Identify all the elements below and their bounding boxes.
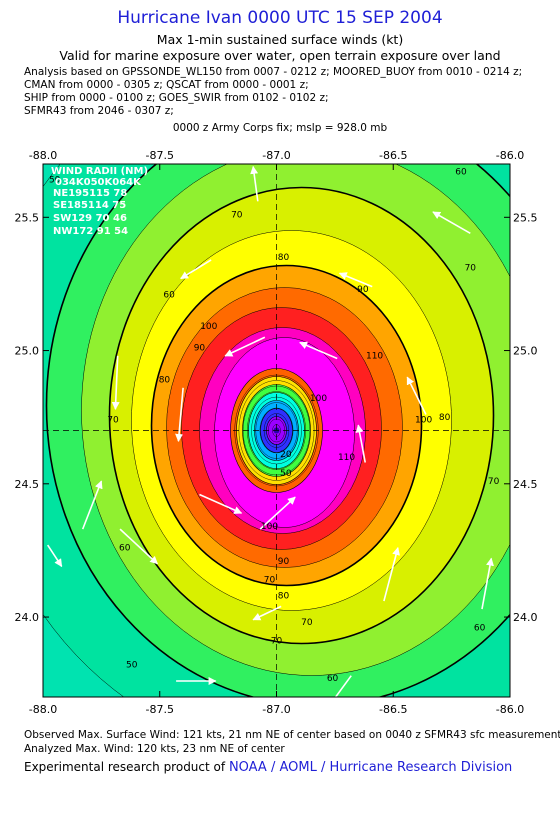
contour-label: 50 — [280, 469, 292, 479]
wind-radii-header: 034K050K064K — [55, 177, 142, 188]
x-tick-label: -87.5 — [146, 703, 174, 716]
y-tick-label: 25.0 — [15, 345, 40, 358]
y-tick-label: 24.5 — [15, 478, 40, 491]
analysis-source-line: SHIP from 0000 - 0100 z; GOES_SWIR from … — [24, 92, 329, 104]
contour-label: 80 — [159, 376, 171, 386]
wind-vector — [355, 424, 367, 463]
contour-label: 80 — [278, 253, 290, 263]
contour-label: 20 — [280, 450, 292, 460]
x-tick-label: -88.0 — [29, 149, 57, 162]
wind-vector — [175, 387, 184, 442]
wind-vector — [334, 675, 352, 697]
contour-label: 80 — [278, 591, 290, 601]
credit-prefix: Experimental research product of — [24, 760, 226, 774]
contour-label: 60 — [474, 623, 486, 633]
observed-max-wind: Observed Max. Surface Wind: 121 kts, 21 … — [24, 729, 560, 741]
wind-vector — [259, 496, 296, 530]
contour-label: 90 — [357, 285, 369, 295]
center-fix-note: 0000 z Army Corps fix; mslp = 928.0 mb — [172, 122, 388, 134]
contour-label: 60 — [119, 543, 131, 553]
wind-vector — [406, 376, 427, 415]
analysis-source-line: Analysis based on GPSSONDE_WL150 from 00… — [24, 66, 523, 78]
contour-label: 80 — [439, 413, 451, 423]
wind-vector — [224, 336, 266, 357]
x-tick-label: -86.5 — [379, 149, 407, 162]
wind-vector — [47, 544, 63, 568]
y-tick-label: 24.0 — [513, 611, 538, 624]
wind-vector — [481, 557, 494, 610]
wind-radii-table: WIND RADII (NM) 034K050K064K NE195115 78… — [51, 166, 148, 237]
organization-link[interactable]: NOAA / AOML / Hurricane Research Divisio… — [228, 760, 513, 775]
contour-label: 70 — [264, 575, 276, 585]
validity-note: Valid for marine exposure over water, op… — [59, 48, 501, 63]
contour-label: 50 — [126, 661, 138, 671]
product-credit: Experimental research product of NOAA / … — [24, 760, 512, 775]
wind-vector — [180, 259, 212, 280]
contour-label: 70 — [107, 416, 119, 426]
chart-subtitle: Max 1-min sustained surface winds (kt) — [156, 32, 404, 47]
contour-label: 50 — [49, 176, 61, 186]
wind-vector — [119, 528, 159, 565]
y-tick-label: 25.5 — [513, 211, 538, 224]
wind-vector — [299, 341, 338, 360]
wind-radii-row: NW172 91 54 — [53, 226, 128, 237]
contour-label: 100 — [261, 522, 278, 532]
wind-vector — [252, 605, 282, 621]
contour-label: 60 — [327, 674, 339, 684]
chart-title: Hurricane Ivan 0000 UTC 15 SEP 2004 — [117, 8, 443, 28]
analysis-source-line: CMAN from 0000 - 0305 z; QSCAT from 0000… — [24, 79, 309, 91]
contour-labels: 6080609010070809011060708010010070607070… — [49, 168, 500, 684]
wind-vector — [383, 546, 400, 602]
contour-label: 70 — [465, 264, 477, 274]
wind-vector — [432, 211, 471, 234]
x-tick-label: -88.0 — [29, 703, 57, 716]
x-tick-label: -87.5 — [146, 149, 174, 162]
contour-label: 100 — [200, 322, 217, 332]
contour-label: 60 — [455, 168, 467, 178]
y-tick-label: 25.0 — [513, 345, 538, 358]
contour-label: 100 — [310, 394, 327, 404]
plot-area: 6080609010070809011060708010010070607070… — [43, 164, 510, 697]
contour-label: 90 — [278, 557, 290, 567]
contour-label: 70 — [301, 618, 313, 628]
axis-ticks: -88.0 -88.0 -87.5 -87.5 -87.0 -87.0 -86.5 -86.5… — [15, 149, 538, 716]
wind-radii-title: WIND RADII (NM) — [51, 166, 148, 177]
analysis-source-line: SFMR43 from 2046 - 0307 z; — [24, 105, 174, 117]
contour-label: 100 — [415, 416, 432, 426]
wind-radii-row: SW129 70 46 — [53, 213, 127, 224]
contour-label: 70 — [231, 210, 243, 220]
x-tick-label: -87.0 — [262, 703, 290, 716]
x-tick-label: -86.5 — [379, 703, 407, 716]
wind-vector — [199, 493, 243, 514]
contour-label: 110 — [366, 352, 383, 362]
contour-label: 110 — [338, 453, 355, 463]
x-tick-label: -87.0 — [262, 149, 290, 162]
contour-label: 90 — [194, 344, 206, 354]
y-tick-label: 24.5 — [513, 478, 538, 491]
y-tick-label: 25.5 — [15, 211, 40, 224]
contour-label: 60 — [163, 290, 175, 300]
x-tick-label: -86.0 — [496, 703, 524, 716]
x-tick-label: -86.0 — [496, 149, 524, 162]
wind-vectors — [47, 165, 494, 697]
wind-radii-row: NE195115 78 — [53, 188, 127, 199]
contour-label: 70 — [488, 477, 500, 487]
wind-vector — [111, 355, 120, 410]
y-tick-label: 24.0 — [15, 611, 40, 624]
wind-vector — [250, 165, 259, 202]
contour-label: 70 — [271, 637, 283, 647]
wind-radii-row: SE185114 75 — [53, 200, 126, 211]
analyzed-max-wind: Analyzed Max. Wind: 120 kts, 23 nm NE of… — [24, 743, 285, 755]
wind-vector — [81, 480, 103, 530]
wind-vector — [338, 272, 373, 288]
